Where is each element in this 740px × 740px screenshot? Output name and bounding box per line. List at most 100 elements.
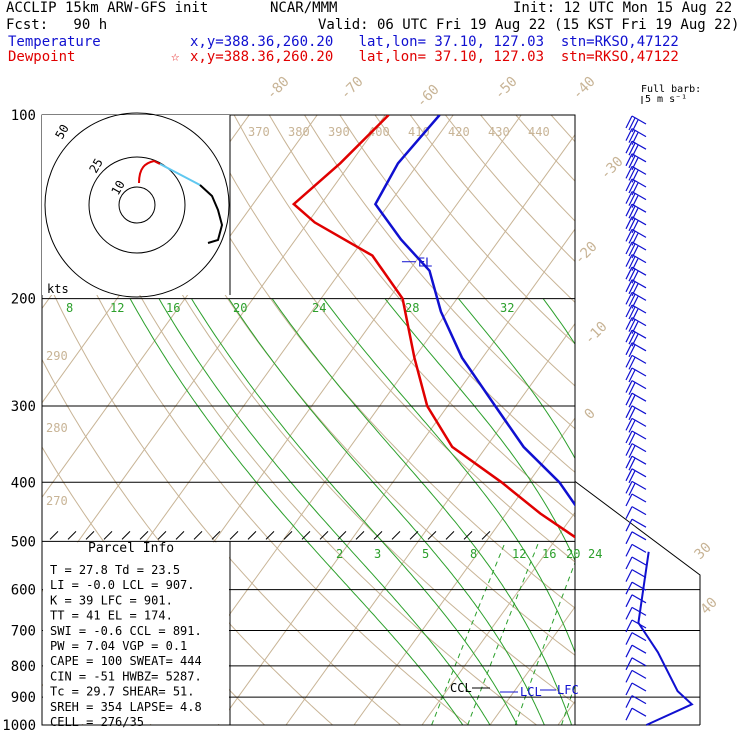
pressure-tick-label: 900 xyxy=(11,690,36,706)
wind-barb-staff xyxy=(631,417,647,427)
mixing-ratio-label: 24 xyxy=(588,547,602,561)
hodograph-ring xyxy=(88,156,186,254)
wind-barb xyxy=(625,392,647,408)
wind-barb-flag xyxy=(631,195,639,208)
hodograph-ring-label: 25 xyxy=(86,156,105,176)
wind-barb-staff xyxy=(631,329,647,339)
wind-barb-flag xyxy=(628,193,636,206)
wind-barb-flag xyxy=(625,229,633,242)
parcel-info-row: SREH = 354 LAPSE= 4.8 xyxy=(50,700,202,714)
wind-barb-flag xyxy=(625,581,633,595)
isotherm-label: 40 xyxy=(698,595,721,618)
wind-barb-staff xyxy=(631,695,647,705)
wind-barb xyxy=(625,644,647,658)
wind-barb-flag xyxy=(625,292,633,305)
wind-barb xyxy=(625,304,647,322)
parcel-info-row: PW = 7.04 VGP = 0.1 xyxy=(50,639,187,653)
wind-barb-staff xyxy=(631,380,647,390)
hodograph-background xyxy=(42,115,230,295)
wind-barb xyxy=(625,669,647,683)
valid-time: Valid: 06 UTC Fri 19 Aug 22 (15 KST Fri … xyxy=(318,17,740,33)
wind-barb-staff xyxy=(631,506,647,516)
wind-barb xyxy=(625,480,647,496)
hatch-mark xyxy=(337,531,347,540)
wind-barb-flag xyxy=(631,258,639,271)
wind-barb-flag xyxy=(625,367,633,381)
parcel-info-row: SWI = -0.6 CCL = 891. xyxy=(50,624,202,638)
wind-barb-flag xyxy=(628,369,636,383)
wind-barb-flag xyxy=(625,657,633,671)
wind-barb-staff xyxy=(631,128,647,138)
wind-barb-flag xyxy=(628,420,636,433)
wind-barb xyxy=(625,216,647,234)
wind-barb-flag xyxy=(625,695,633,708)
dry-adiabat-label: 390 xyxy=(328,125,350,139)
wind-barb-flag xyxy=(625,569,633,582)
wind-barb-flag xyxy=(628,142,636,156)
hatch-mark xyxy=(247,531,257,540)
wind-barb-flag xyxy=(625,216,633,230)
wind-barb-staff xyxy=(631,480,647,490)
wind-barb-flag xyxy=(625,632,633,645)
wind-barb xyxy=(625,581,647,595)
hatch-mark xyxy=(193,531,203,540)
ccl-label: CCL xyxy=(450,681,472,695)
isotherm-label: -40 xyxy=(570,74,599,103)
wind-barb-flag xyxy=(625,468,633,482)
wind-barb-flag xyxy=(625,191,633,204)
wind-barb-staff xyxy=(631,241,647,251)
wind-barb-flag xyxy=(628,256,636,269)
wind-barb-flag xyxy=(625,556,633,570)
wind-barb xyxy=(625,367,647,383)
pressure-axis: 100 200 300 400 500 600 700 800 900 1000 xyxy=(2,108,36,734)
wind-barb-flag xyxy=(631,132,639,145)
wind-barb-flag xyxy=(628,130,636,143)
sounding-profiles xyxy=(291,115,575,539)
wind-barb xyxy=(625,115,647,133)
mixing-ratio-label: 16 xyxy=(542,547,556,561)
wind-barb-flag xyxy=(631,144,639,158)
wind-barb-staff xyxy=(631,569,647,579)
wind-barb-flag xyxy=(631,321,639,334)
pressure-tick-label: 200 xyxy=(11,292,36,308)
hatch-mark xyxy=(283,531,293,540)
wind-barb-flag xyxy=(625,140,633,154)
wind-barb xyxy=(625,203,647,221)
hatch-mark xyxy=(409,531,419,540)
wind-barb-flag xyxy=(625,682,633,696)
wind-barb-staff xyxy=(631,115,647,125)
lcl-label: LCL xyxy=(520,685,542,699)
wind-barb xyxy=(625,707,647,721)
parcel-info-row: CAPE = 100 SWEAT= 444 xyxy=(50,654,202,668)
moist-adiabat-line xyxy=(228,298,545,725)
wind-barb-flag xyxy=(625,506,633,519)
pressure-tick-label: 1000 xyxy=(2,718,36,734)
wind-barb xyxy=(625,556,647,570)
dry-adiabat-line xyxy=(198,115,575,563)
wind-barb-flag xyxy=(625,304,633,318)
wind-barb-flag xyxy=(628,483,636,496)
isotherm-label: -80 xyxy=(264,74,293,103)
hatch-mark xyxy=(391,531,401,540)
wind-barb-staff xyxy=(631,291,647,301)
wind-barb-flag xyxy=(628,243,636,257)
hatch-mark xyxy=(445,531,455,540)
wind-barb-flag xyxy=(625,355,633,368)
wind-barb-flag xyxy=(625,418,633,431)
hodograph-ring xyxy=(44,112,230,298)
isotherm-label: 30 xyxy=(692,540,715,563)
wind-barb-flag xyxy=(631,333,639,347)
moist-adiabat-label: 16 xyxy=(166,301,180,315)
hodograph-trace-high xyxy=(199,184,224,244)
moist-adiabat-line xyxy=(542,298,575,345)
parcel-info-row: Tc = 29.7 SHEAR= 51. xyxy=(50,685,195,699)
hatch-mark xyxy=(67,531,77,540)
wind-barb-staff xyxy=(631,140,647,150)
wind-barb-staff xyxy=(631,518,647,528)
parcel-info-row: T = 27.8 Td = 23.5 xyxy=(50,563,180,577)
wind-barb-flag xyxy=(625,670,633,683)
isotherm-line xyxy=(557,700,575,725)
full-barb-units: 5 m s⁻¹ xyxy=(645,94,688,105)
temperature-legend-label: Temperature xyxy=(8,34,101,50)
